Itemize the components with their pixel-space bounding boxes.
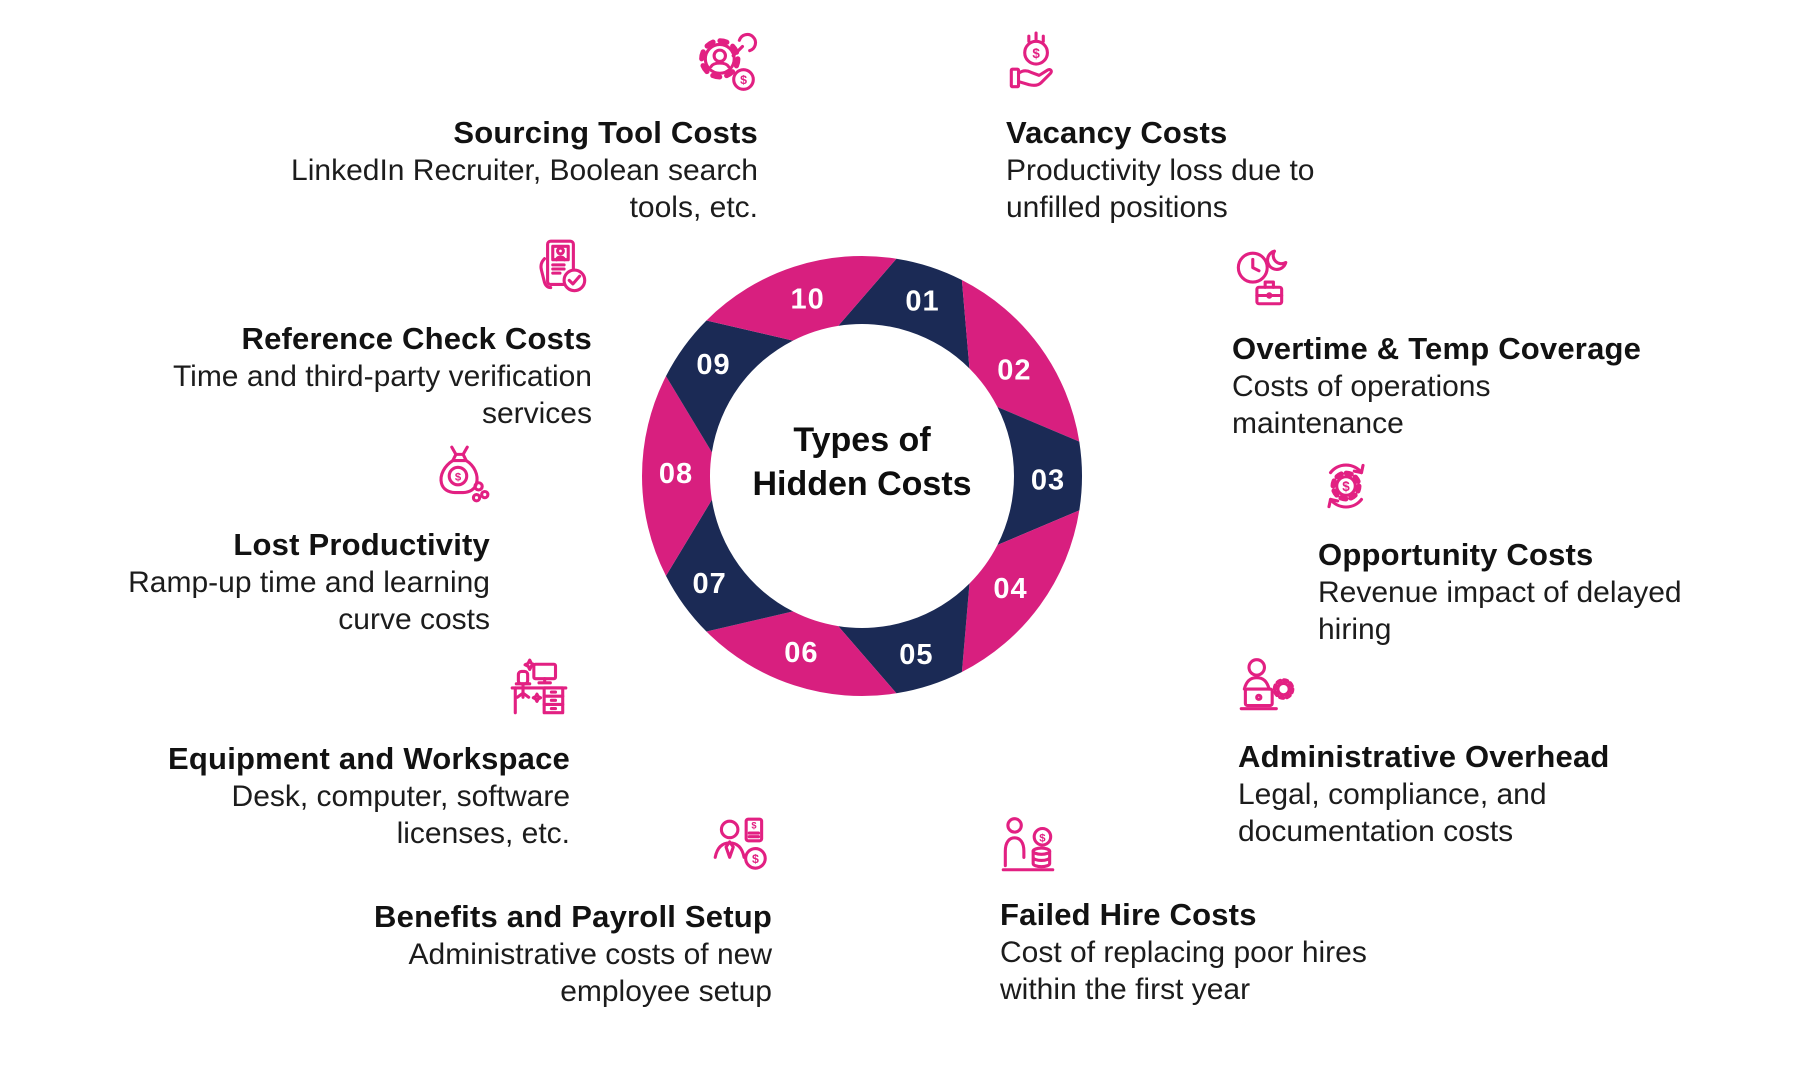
ring-number-08: 08 <box>659 458 693 490</box>
person-tie-document-coin-icon: $ $ <box>708 814 774 880</box>
svg-text:$: $ <box>751 820 757 830</box>
svg-text:$: $ <box>740 73 747 87</box>
ring-segment-06 <box>706 611 897 696</box>
phone-profile-checkmark-icon <box>528 236 594 302</box>
item-opportunity-costs: $ Opportunity Costs Revenue impact of de… <box>1318 452 1682 648</box>
item-desc: Productivity loss due to unfilled positio… <box>1006 154 1315 224</box>
ring-segment-02 <box>961 279 1080 442</box>
item-desc: Ramp-up time and learning curve costs <box>128 566 490 636</box>
svg-text:$: $ <box>1039 832 1046 844</box>
item-desc: LinkedIn Recruiter, Boolean search tools,… <box>291 154 758 224</box>
ring-segment-05 <box>838 583 970 694</box>
hand-dollar-coin-icon: $ <box>1001 30 1067 96</box>
diagram-title-line2: Hidden Costs <box>752 465 972 503</box>
item-administrative-overhead: Administrative Overhead Legal, complianc… <box>1238 654 1610 850</box>
svg-text:$: $ <box>752 852 759 866</box>
item-desc: Costs of operations maintenance <box>1232 370 1491 440</box>
person-coin-stack-icon: $ <box>995 812 1061 878</box>
ring-segment-03 <box>997 406 1082 546</box>
ring-segment-07 <box>665 499 793 632</box>
item-vacancy-costs: $ Vacancy Costs Productivity loss due to… <box>1006 30 1314 226</box>
item-title: Equipment and Workspace <box>168 741 570 776</box>
svg-text:$: $ <box>1342 479 1350 494</box>
item-desc: Cost of replacing poor hires within the f… <box>1000 936 1367 1006</box>
item-overtime-temp-coverage: Overtime & Temp Coverage Costs of operat… <box>1232 246 1641 442</box>
item-title: Failed Hire Costs <box>1000 897 1257 932</box>
gear-dollar-refresh-icon: $ <box>1313 452 1379 518</box>
ring-number-05: 05 <box>899 639 933 671</box>
item-benefits-payroll-setup: $ $ Benefits and Payroll Setup Administr… <box>374 814 772 1010</box>
ring-number-09: 09 <box>696 349 730 381</box>
ring-segment-04 <box>961 510 1080 673</box>
item-desc: Legal, compliance, and documentation cost… <box>1238 778 1547 848</box>
ring-segment-01 <box>838 258 970 369</box>
ring-number-02: 02 <box>997 354 1031 386</box>
ring-segment-09 <box>665 320 793 453</box>
item-equipment-workspace: Equipment and Workspace Desk, computer, … <box>168 656 570 852</box>
ring-segment-10 <box>706 256 897 341</box>
item-sourcing-tool-costs: $ Sourcing Tool Costs LinkedIn Recruiter… <box>291 30 758 226</box>
item-title: Vacancy Costs <box>1006 115 1228 150</box>
item-desc: Revenue impact of delayed hiring <box>1318 576 1682 646</box>
item-failed-hire-costs: $ Failed Hire Costs Cost of replacing po… <box>1000 812 1367 1008</box>
ring-number-04: 04 <box>993 573 1027 605</box>
money-bag-leaking-coins-icon: $ <box>426 442 492 508</box>
person-laptop-gear-icon <box>1233 654 1299 720</box>
gear-person-wrench-dollar-icon: $ <box>694 30 760 96</box>
item-title: Benefits and Payroll Setup <box>374 899 772 934</box>
ring-number-03: 03 <box>1031 464 1065 496</box>
item-title: Opportunity Costs <box>1318 537 1594 572</box>
item-desc: Time and third-party verification service… <box>172 360 592 430</box>
diagram-title: Types of Hidden Costs <box>656 418 1068 506</box>
item-title: Overtime & Temp Coverage <box>1232 331 1642 366</box>
item-lost-productivity: $ Lost Productivity Ramp-up time and lea… <box>128 442 490 638</box>
diagram-title-line1: Types of <box>793 421 931 459</box>
item-title: Reference Check Costs <box>241 321 592 356</box>
ring-number-01: 01 <box>905 285 939 317</box>
ring-number-06: 06 <box>784 637 818 669</box>
item-reference-check-costs: Reference Check Costs Time and third-par… <box>173 236 592 432</box>
item-desc: Desk, computer, software licenses, etc. <box>231 780 570 850</box>
item-title: Lost Productivity <box>233 527 490 562</box>
ring-number-07: 07 <box>693 568 727 600</box>
ring-segment-08 <box>642 376 712 576</box>
desk-computer-chair-icon <box>506 656 572 722</box>
item-title: Sourcing Tool Costs <box>453 115 758 150</box>
clock-moon-briefcase-icon <box>1227 246 1293 312</box>
ring-number-10: 10 <box>790 283 824 315</box>
svg-text:$: $ <box>455 472 462 484</box>
item-desc: Administrative costs of new employee setu… <box>408 938 772 1008</box>
item-title: Administrative Overhead <box>1238 739 1610 774</box>
svg-text:$: $ <box>1032 46 1040 61</box>
